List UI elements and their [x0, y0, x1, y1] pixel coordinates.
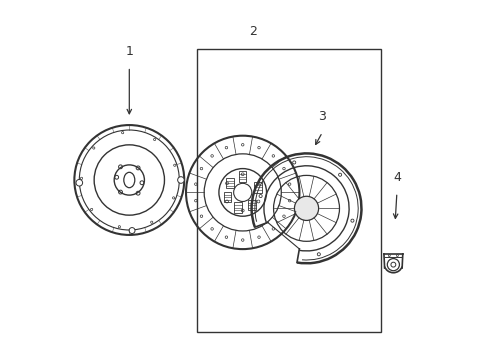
Text: 2: 2 [249, 25, 257, 38]
Ellipse shape [129, 228, 135, 234]
Text: 1: 1 [125, 45, 133, 58]
Ellipse shape [76, 179, 82, 186]
Bar [224, 192, 231, 202]
Text: 3: 3 [318, 110, 326, 123]
Text: 4: 4 [392, 171, 400, 184]
Bar [234, 202, 241, 213]
Bar [254, 183, 261, 193]
Circle shape [233, 183, 251, 202]
Bar [226, 178, 233, 188]
Bar [239, 171, 246, 182]
Bar [196, 49, 380, 332]
Circle shape [294, 196, 318, 220]
Bar [248, 200, 255, 210]
Ellipse shape [177, 177, 184, 183]
